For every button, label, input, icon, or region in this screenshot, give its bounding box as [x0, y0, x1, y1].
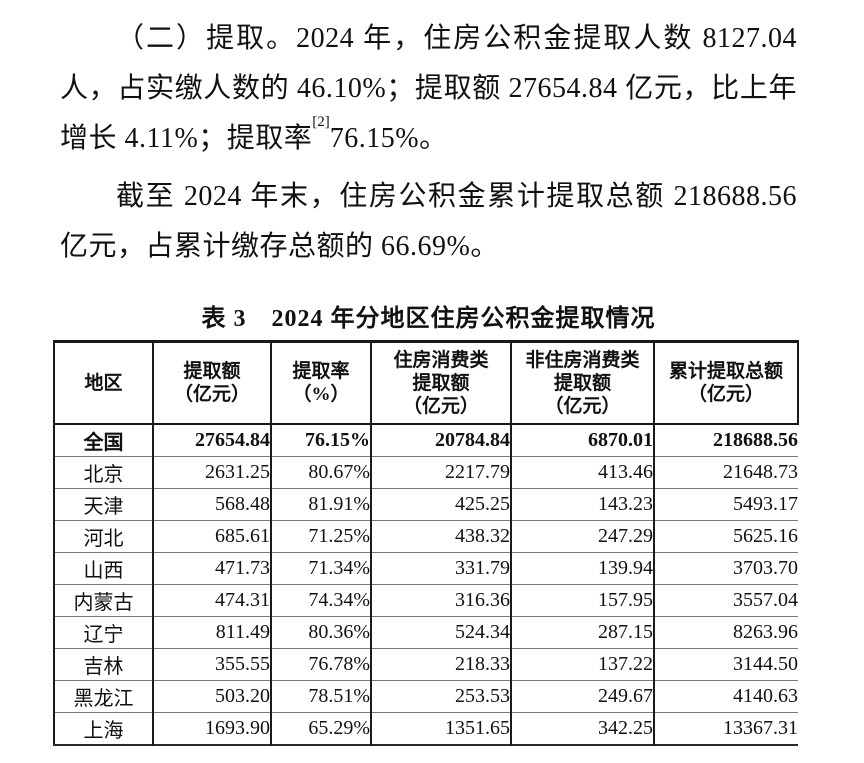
value-cell: 6870.01 — [511, 424, 655, 457]
table-row: 山西 471.73 71.34% 331.79 139.94 3703.70 — [54, 552, 798, 585]
line-text: 增长 4.11%；提取率 — [60, 123, 313, 154]
paragraph-cumulative-total: 截至 2024 年末，住房公积金累计提取总额 218688.56 亿元，占累计缴… — [60, 172, 797, 272]
value-cell: 316.36 — [371, 584, 512, 617]
value-cell: 253.53 — [371, 680, 512, 713]
footnote-marker-2: [2] — [312, 114, 330, 130]
value-cell: 3703.70 — [654, 552, 798, 585]
value-cell: 249.67 — [511, 680, 655, 713]
value-cell: 3557.04 — [654, 584, 798, 617]
value-cell: 81.91% — [271, 488, 372, 521]
value-cell: 8263.96 — [654, 616, 798, 649]
value-cell: 74.34% — [271, 584, 372, 617]
value-cell: 685.61 — [153, 520, 272, 553]
paragraph-line: （二）提取。2024 年，住房公积金提取人数 8127.04 万 — [116, 23, 797, 54]
value-cell: 474.31 — [153, 584, 272, 617]
value-cell: 1693.90 — [153, 712, 272, 746]
value-cell: 3144.50 — [654, 648, 798, 681]
value-cell: 157.95 — [511, 584, 655, 617]
value-cell: 247.29 — [511, 520, 655, 553]
table-header-row: 地区 提取额 （亿元） 提取率 （%） 住房消费类 提取额 （亿元） 非住房消费类 提取… — [54, 341, 799, 425]
value-cell: 80.36% — [271, 616, 372, 649]
table-row: 内蒙古 474.31 74.34% 316.36 157.95 3557.04 — [54, 584, 798, 617]
table-row: 河北 685.61 71.25% 438.32 247.29 5625.16 — [54, 520, 798, 553]
table-row: 天津 568.48 81.91% 425.25 143.23 5493.17 — [54, 488, 798, 521]
region-cell: 河北 — [54, 520, 154, 553]
value-cell: 20784.84 — [371, 424, 512, 457]
column-header-4: 非住房消费类 提取额 （亿元） — [511, 341, 655, 425]
value-cell: 503.20 — [153, 680, 272, 713]
value-cell: 4140.63 — [654, 680, 798, 713]
table-head: 地区 提取额 （亿元） 提取率 （%） 住房消费类 提取额 （亿元） 非住房消费类 提取… — [54, 341, 799, 425]
table-wrapper: 地区 提取额 （亿元） 提取率 （%） 住房消费类 提取额 （亿元） 非住房消费类 提取… — [53, 340, 799, 746]
value-cell: 287.15 — [511, 616, 655, 649]
value-cell: 139.94 — [511, 552, 655, 585]
value-cell: 355.55 — [153, 648, 272, 681]
paragraph-line: 亿元，占累计缴存总额的 66.69%。 — [60, 231, 499, 262]
value-cell: 425.25 — [371, 488, 512, 521]
value-cell: 218.33 — [371, 648, 512, 681]
region-cell: 吉林 — [54, 648, 154, 681]
region-cell: 黑龙江 — [54, 680, 154, 713]
column-header-1: 提取额 （亿元） — [153, 341, 272, 425]
table-row: 全国 27654.84 76.15% 20784.84 6870.01 218688.56 — [54, 424, 798, 457]
value-cell: 568.48 — [153, 488, 272, 521]
line-text: 76.15%。 — [329, 123, 448, 154]
value-cell: 2631.25 — [153, 456, 272, 489]
value-cell: 413.46 — [511, 456, 655, 489]
body-text: （二）提取。2024 年，住房公积金提取人数 8127.04 万 人，占实缴人数… — [60, 0, 797, 272]
paragraph-line: 人，占实缴人数的 46.10%；提取额 27654.84 亿元，比上年 — [60, 73, 797, 104]
paragraph-line: 增长 4.11%；提取率[2]76.15%。 — [60, 114, 797, 164]
column-header-2: 提取率 （%） — [271, 341, 372, 425]
value-cell: 143.23 — [511, 488, 655, 521]
region-cell: 全国 — [54, 424, 154, 457]
table-row: 黑龙江 503.20 78.51% 253.53 249.67 4140.63 — [54, 680, 798, 713]
value-cell: 438.32 — [371, 520, 512, 553]
value-cell: 331.79 — [371, 552, 512, 585]
column-header-0: 地区 — [54, 341, 154, 425]
value-cell: 65.29% — [271, 712, 372, 746]
value-cell: 78.51% — [271, 680, 372, 713]
value-cell: 342.25 — [511, 712, 655, 746]
table-title: 表 3 2024 年分地区住房公积金提取情况 — [201, 306, 656, 332]
value-cell: 5493.17 — [654, 488, 798, 521]
value-cell: 2217.79 — [371, 456, 512, 489]
value-cell: 524.34 — [371, 616, 512, 649]
value-cell: 471.73 — [153, 552, 272, 585]
table-body: 全国 27654.84 76.15% 20784.84 6870.01 218688.56… — [54, 424, 798, 746]
paragraph-withdrawal-2024: （二）提取。2024 年，住房公积金提取人数 8127.04 万 人，占实缴人数… — [60, 14, 797, 164]
value-cell: 5625.16 — [654, 520, 798, 553]
value-cell: 137.22 — [511, 648, 655, 681]
value-cell: 76.15% — [271, 424, 372, 457]
table-row: 吉林 355.55 76.78% 218.33 137.22 3144.50 — [54, 648, 798, 681]
value-cell: 1351.65 — [371, 712, 512, 746]
region-cell: 北京 — [54, 456, 154, 489]
value-cell: 27654.84 — [153, 424, 272, 457]
table-row: 北京 2631.25 80.67% 2217.79 413.46 21648.73 — [54, 456, 798, 489]
value-cell: 21648.73 — [654, 456, 798, 489]
value-cell: 80.67% — [271, 456, 372, 489]
region-cell: 天津 — [54, 488, 154, 521]
value-cell: 71.25% — [271, 520, 372, 553]
value-cell: 13367.31 — [654, 712, 798, 746]
withdrawal-by-region-table: 地区 提取额 （亿元） 提取率 （%） 住房消费类 提取额 （亿元） 非住房消费类 提取… — [53, 340, 799, 746]
region-cell: 内蒙古 — [54, 584, 154, 617]
paragraph-line: 截至 2024 年末，住房公积金累计提取总额 218688.56 — [116, 181, 797, 212]
value-cell: 811.49 — [153, 616, 272, 649]
table-row: 辽宁 811.49 80.36% 524.34 287.15 8263.96 — [54, 616, 798, 649]
region-cell: 上海 — [54, 712, 154, 746]
region-cell: 山西 — [54, 552, 154, 585]
region-cell: 辽宁 — [54, 616, 154, 649]
value-cell: 218688.56 — [654, 424, 798, 457]
value-cell: 76.78% — [271, 648, 372, 681]
table-row: 上海 1693.90 65.29% 1351.65 342.25 13367.31 — [54, 712, 798, 746]
column-header-5: 累计提取总额 （亿元） — [654, 341, 799, 425]
column-header-3: 住房消费类 提取额 （亿元） — [371, 341, 512, 425]
value-cell: 71.34% — [271, 552, 372, 585]
